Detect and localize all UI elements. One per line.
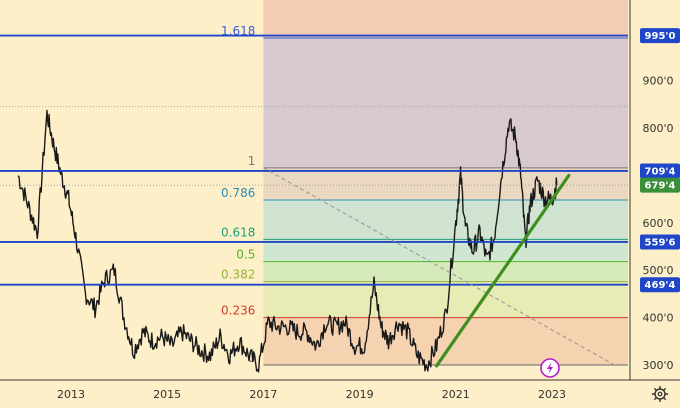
fib-level-label: 1 bbox=[248, 154, 256, 168]
settings-gear-icon[interactable] bbox=[652, 386, 668, 402]
trendlines bbox=[263, 167, 615, 368]
x-tick-label: 2017 bbox=[249, 388, 277, 401]
y-tick-label: 600'0 bbox=[642, 217, 673, 230]
price-axis-panel bbox=[630, 0, 680, 408]
price-line bbox=[17, 109, 558, 373]
x-tick-label: 2015 bbox=[153, 388, 181, 401]
fib-band bbox=[263, 281, 628, 318]
x-tick-label: 2019 bbox=[346, 388, 374, 401]
horizontal-levels: 995'0 709'4 559'6 469'4 679'4 bbox=[0, 28, 680, 293]
fibonacci-retracement: 1.618 1 0.786 0.618 0.5 0.382 0.236 0 bbox=[221, 0, 628, 366]
level-price-badge bbox=[640, 28, 680, 44]
fib-band bbox=[263, 200, 628, 240]
y-tick-label: 400'0 bbox=[642, 312, 673, 325]
lightning-icon[interactable] bbox=[540, 358, 560, 378]
x-tick-label: 2021 bbox=[442, 388, 470, 401]
price-series bbox=[17, 109, 558, 373]
fib-band bbox=[263, 167, 628, 201]
x-tick-label: 2013 bbox=[57, 388, 85, 401]
fib-band bbox=[263, 37, 628, 168]
level-price-badge bbox=[640, 277, 680, 293]
y-tick-label: 500'0 bbox=[642, 264, 673, 277]
fib-level-label: 0.618 bbox=[221, 225, 255, 239]
level-price-label: 709'4 bbox=[645, 166, 676, 177]
fib-level-label: 0.5 bbox=[236, 248, 255, 262]
y-tick-label: 300'0 bbox=[642, 359, 673, 372]
fib-level-label: 0.382 bbox=[221, 268, 255, 282]
fib-level-label: 1.618 bbox=[221, 24, 255, 38]
fib-band bbox=[263, 261, 628, 282]
y-tick-label: 900'0 bbox=[642, 75, 673, 88]
fib-band bbox=[263, 239, 628, 262]
y-tick-label: 800'0 bbox=[642, 122, 673, 135]
level-price-badge bbox=[640, 234, 680, 250]
current-price-badge bbox=[640, 177, 680, 193]
fib-level-label: 0.786 bbox=[221, 186, 255, 200]
x-tick-label: 2023 bbox=[538, 388, 566, 401]
level-price-label: 995'0 bbox=[645, 31, 676, 42]
level-price-label: 559'6 bbox=[645, 237, 676, 248]
fib-band-top bbox=[263, 0, 628, 38]
green-trendline bbox=[434, 173, 571, 368]
level-price-badge bbox=[640, 163, 680, 179]
current-price-label: 679'4 bbox=[645, 181, 676, 192]
level-price-label: 469'4 bbox=[645, 280, 676, 291]
fib-level-label: 0 bbox=[248, 351, 256, 365]
fib-level-label: 0.236 bbox=[221, 304, 255, 318]
